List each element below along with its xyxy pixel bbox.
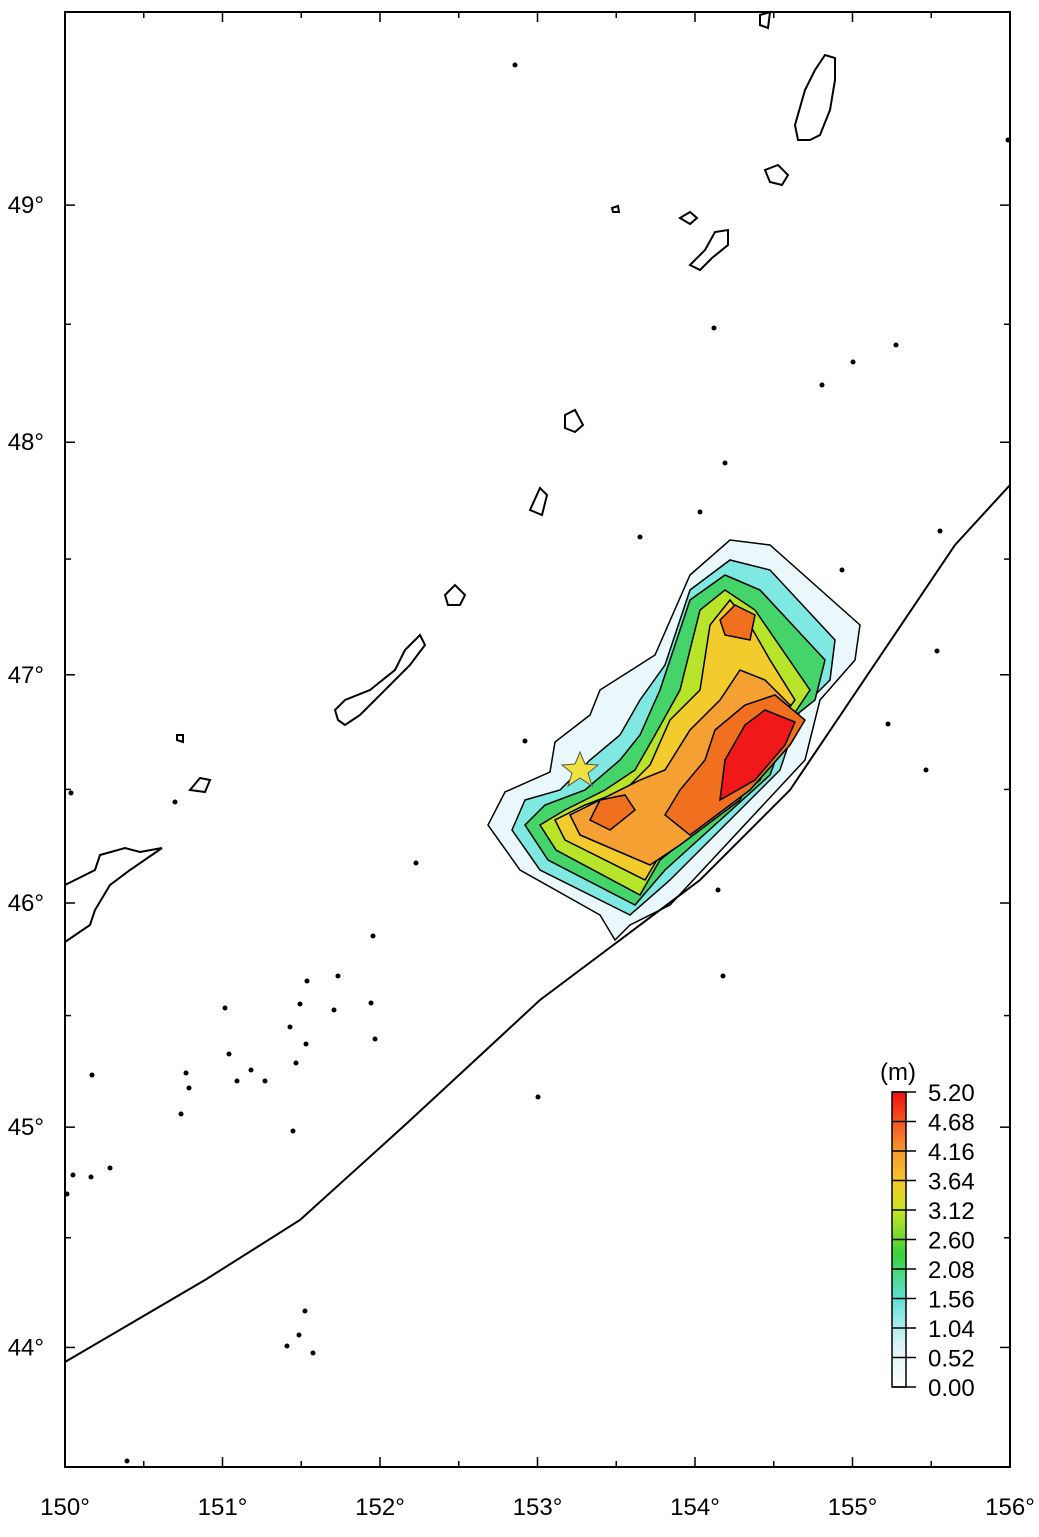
- epicenter: [560, 750, 600, 788]
- slip-patch: [487, 539, 861, 942]
- y-tick-label: 46°: [8, 890, 44, 917]
- x-tick-label: 152°: [355, 1494, 405, 1521]
- aftershocks: [64, 62, 1011, 1464]
- y-tick-label: 49°: [8, 192, 44, 219]
- colorbar-tick-label: 3.12: [928, 1198, 975, 1225]
- colorbar-tick-label: 5.20: [928, 1080, 975, 1107]
- colorbar-tick-label: 0.52: [928, 1346, 975, 1373]
- x-tick-label: 153°: [513, 1494, 563, 1521]
- colorbar-tick-label: 2.08: [928, 1257, 975, 1284]
- colorbar-tick-label: 0.00: [928, 1375, 975, 1402]
- x-tick-label: 150°: [40, 1494, 90, 1521]
- x-tick-label: 151°: [198, 1494, 248, 1521]
- y-tick-label: 45°: [8, 1114, 44, 1141]
- colorbar-tick-label: 4.68: [928, 1110, 975, 1137]
- colorbar-tick-label: 4.16: [928, 1139, 975, 1166]
- x-tick-label: 156°: [985, 1494, 1035, 1521]
- colorbar-tick-label: 3.64: [928, 1169, 975, 1196]
- colorbar-tick-label: 2.60: [928, 1228, 975, 1255]
- trench: [64, 484, 1011, 1363]
- colorbar-tick-label: 1.04: [928, 1316, 975, 1343]
- y-tick-label: 48°: [8, 429, 44, 456]
- y-tick-label: 44°: [8, 1334, 44, 1361]
- colorbar-label: (m): [880, 1059, 916, 1086]
- y-tick-label: 47°: [8, 662, 44, 689]
- map-frame: [64, 11, 1011, 1468]
- colorbar-tick-label: 1.56: [928, 1287, 975, 1314]
- x-tick-label: 155°: [828, 1494, 878, 1521]
- x-tick-label: 154°: [670, 1494, 720, 1521]
- coastline: [64, 10, 836, 943]
